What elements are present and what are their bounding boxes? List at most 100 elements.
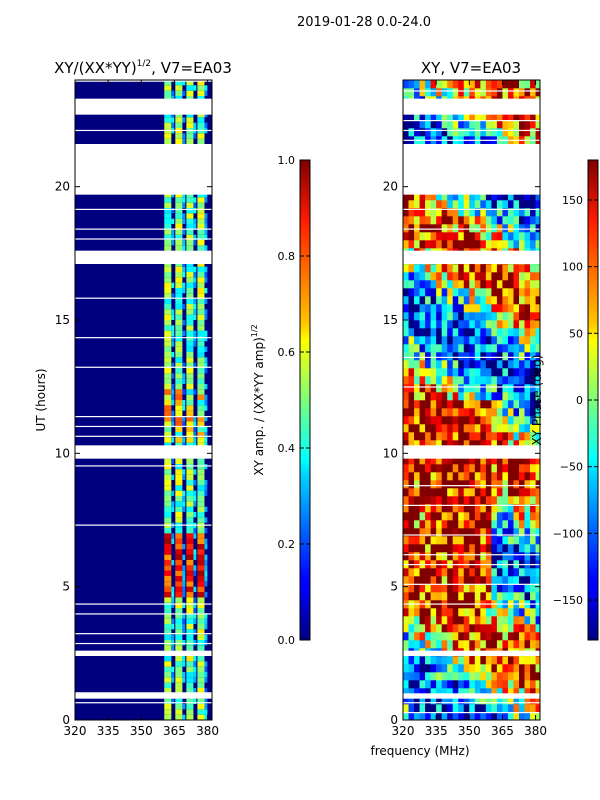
amplitude-cell [186, 405, 194, 411]
data-gap-line [75, 366, 212, 368]
amplitude-cell [182, 714, 186, 720]
phase-cell [530, 480, 536, 489]
amplitude-cell [186, 672, 194, 678]
phase-cell [530, 400, 536, 409]
amplitude-cell [182, 704, 186, 710]
amplitude-cell [186, 421, 194, 427]
amplitude-cell [175, 240, 183, 246]
phase-cell [419, 192, 426, 201]
amplitude-cell [175, 458, 183, 464]
phase-cell [414, 624, 420, 633]
phase-cell [519, 280, 525, 289]
phase-cell [419, 512, 426, 521]
amplitude-cell [164, 272, 172, 278]
phase-cell [496, 584, 503, 593]
phase-cell [507, 360, 514, 369]
phase-cell [535, 496, 540, 505]
phase-cell [535, 336, 540, 345]
phase-cell [491, 512, 498, 521]
phase-cell [425, 576, 431, 585]
phase-cell [430, 616, 437, 625]
phase-cell [441, 608, 448, 617]
phase-cell [458, 368, 465, 377]
phase-cell [430, 464, 437, 473]
phase-cell [425, 624, 431, 633]
amplitude-cell [164, 592, 172, 598]
phase-cell [474, 128, 481, 137]
amplitude-cell [182, 570, 186, 576]
phase-cell [425, 480, 431, 489]
amplitude-cell [164, 688, 172, 694]
phase-cell [519, 216, 525, 225]
phase-cell [502, 576, 509, 585]
phase-cell [469, 672, 476, 681]
phase-cell [414, 120, 420, 129]
phase-cell [491, 608, 498, 617]
phase-cell [441, 544, 448, 553]
phase-cell [502, 624, 509, 633]
phase-cell [414, 272, 420, 281]
phase-cell [452, 312, 459, 321]
phase-cell [441, 272, 448, 281]
phase-cell [414, 112, 420, 121]
phase-cell [441, 528, 448, 537]
phase-cell [519, 384, 525, 393]
amplitude-cell [175, 618, 183, 624]
phase-cell [458, 528, 465, 537]
phase-cell [496, 488, 503, 497]
phase-cell [463, 384, 470, 393]
phase-cell [403, 504, 409, 513]
phase-cell [436, 360, 442, 369]
phase-cell [496, 640, 503, 649]
amplitude-cell [193, 512, 197, 518]
amplitude-cell [164, 304, 172, 310]
phase-cell [425, 232, 431, 241]
phase-cell [507, 592, 514, 601]
phase-cell [441, 400, 448, 409]
phase-cell [524, 592, 531, 601]
phase-cell [485, 520, 492, 529]
phase-cell [474, 304, 481, 313]
phase-cell [519, 664, 525, 673]
phase-cell [474, 496, 481, 505]
amplitude-cell [175, 672, 183, 678]
phase-cell [530, 224, 536, 233]
phase-cell [414, 360, 420, 369]
phase-cell [524, 544, 531, 553]
phase-cell [491, 680, 498, 689]
amplitude-cell [197, 672, 205, 678]
amplitude-cell [193, 304, 197, 310]
phase-colorbar-tick-label: 0 [576, 394, 583, 407]
phase-cell [436, 80, 442, 89]
phase-cell [436, 496, 442, 505]
phase-cell [430, 704, 437, 713]
amplitude-cell [175, 688, 183, 694]
phase-cell [491, 584, 498, 593]
amplitude-cell [204, 570, 208, 576]
phase-cell [474, 216, 481, 225]
phase-cell [447, 280, 454, 289]
amplitude-cell [182, 138, 186, 144]
amplitude-cell [175, 309, 183, 315]
amplitude-cell [186, 458, 194, 464]
phase-cell [458, 472, 465, 481]
phase-cell [485, 576, 492, 585]
phase-cell [469, 216, 476, 225]
phase-cell [496, 128, 503, 137]
amplitude-cell [182, 400, 186, 406]
phase-cell [425, 528, 431, 537]
phase-cell [469, 88, 476, 97]
phase-cell [403, 88, 409, 97]
phase-cell [530, 240, 536, 249]
phase-cell [491, 384, 498, 393]
phase-cell [452, 344, 459, 353]
phase-cell [414, 656, 420, 665]
phase-cell [491, 208, 498, 217]
phase-cell [430, 712, 437, 720]
phase-cell [524, 672, 531, 681]
phase-cell [496, 400, 503, 409]
phase-x-tick-label: 320 [392, 724, 415, 738]
phase-cell [496, 88, 503, 97]
phase-cell [491, 672, 498, 681]
phase-cell [463, 704, 470, 713]
